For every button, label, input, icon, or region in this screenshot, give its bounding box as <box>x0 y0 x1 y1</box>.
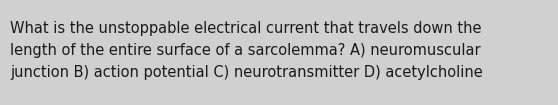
Text: What is the unstoppable electrical current that travels down the
length of the e: What is the unstoppable electrical curre… <box>10 21 483 79</box>
